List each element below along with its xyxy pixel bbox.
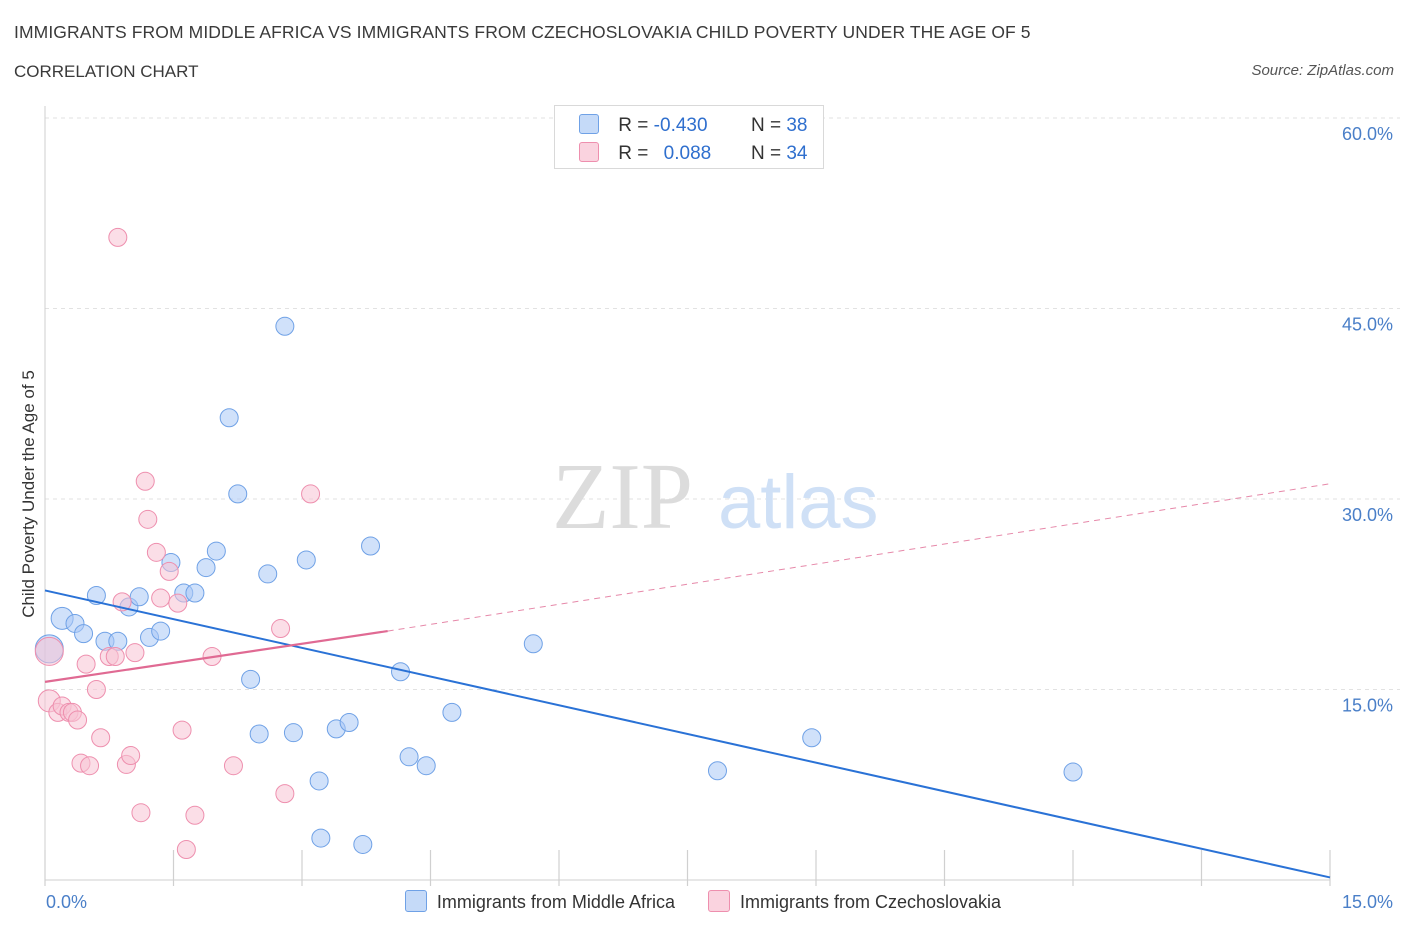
point-middle-africa	[416, 756, 436, 776]
point-middle-africa	[353, 834, 373, 854]
point-czechoslovakia	[86, 680, 106, 699]
point-czechoslovakia	[275, 784, 295, 804]
tick-labels: 15.0% 30.0% 45.0% 60.0% 0.0% 15.0%	[46, 124, 1393, 912]
trend-extension-czechoslovakia	[387, 483, 1331, 632]
point-middle-africa	[185, 583, 205, 603]
stats-row-czechoslovakia: R = 0.088 N = 34	[579, 142, 807, 164]
r-label: R =	[618, 115, 649, 136]
point-middle-africa	[523, 634, 543, 654]
stats-legend: R = -0.430 N = 38 R = 0.088 N = 34	[554, 105, 824, 169]
trend-line-czechoslovakia	[44, 629, 388, 683]
point-czechoslovakia	[68, 710, 88, 730]
data-points	[34, 227, 1083, 860]
point-middle-africa	[258, 564, 278, 584]
x-tick-label: 15.0%	[1342, 892, 1393, 912]
r-label: R =	[618, 143, 649, 164]
y-tick-label: 60.0%	[1342, 124, 1393, 144]
point-czechoslovakia	[271, 619, 291, 639]
point-middle-africa	[707, 761, 727, 781]
y-axis-label: Child Poverty Under the Age of 5	[19, 370, 38, 618]
legend-item-czechoslovakia[interactable]: Immigrants from Czechoslovakia	[707, 890, 1002, 913]
point-czechoslovakia	[108, 227, 128, 247]
point-middle-africa	[275, 316, 295, 336]
point-czechoslovakia	[138, 509, 158, 529]
point-czechoslovakia	[185, 805, 205, 825]
legend-label: Immigrants from Czechoslovakia	[739, 892, 1002, 912]
point-middle-africa	[151, 621, 171, 641]
n-label: N =	[750, 115, 782, 136]
watermark: ZIP atlas	[552, 445, 879, 549]
point-czechoslovakia	[168, 593, 188, 613]
point-czechoslovakia	[105, 646, 125, 666]
trend-line-middle-africa	[44, 589, 1331, 879]
n-label: N =	[750, 143, 782, 164]
point-czechoslovakia	[159, 561, 179, 581]
point-middle-africa	[1063, 762, 1083, 782]
point-czechoslovakia	[121, 746, 141, 766]
point-middle-africa	[74, 624, 94, 644]
r-value: 0.088	[663, 143, 712, 164]
series-swatch	[579, 142, 599, 162]
point-czechoslovakia	[135, 471, 155, 491]
point-czechoslovakia	[91, 728, 111, 748]
point-middle-africa	[311, 828, 331, 848]
x-tick-label: 0.0%	[46, 892, 87, 912]
point-middle-africa	[206, 541, 226, 561]
point-czechoslovakia	[131, 803, 151, 823]
point-middle-africa	[196, 558, 216, 578]
y-tick-label: 30.0%	[1342, 505, 1393, 525]
point-czechoslovakia	[223, 756, 243, 776]
chart-subtitle: CORRELATION CHART	[14, 62, 199, 81]
point-middle-africa	[802, 728, 822, 748]
point-middle-africa	[442, 702, 462, 722]
point-czechoslovakia	[176, 840, 196, 860]
stats-row-middle-africa: R = -0.430 N = 38	[579, 114, 807, 136]
legend-label: Immigrants from Middle Africa	[436, 892, 675, 912]
point-middle-africa	[339, 713, 359, 733]
point-czechoslovakia	[146, 542, 166, 562]
point-middle-africa	[283, 723, 303, 743]
point-middle-africa	[361, 536, 381, 556]
point-czechoslovakia	[172, 720, 192, 740]
point-middle-africa	[399, 747, 419, 767]
series-legend: Immigrants from Middle Africa Immigrants…	[0, 890, 1406, 913]
grid-lines	[45, 117, 1400, 690]
point-czechoslovakia	[80, 756, 100, 776]
chart-title: IMMIGRANTS FROM MIDDLE AFRICA VS IMMIGRA…	[14, 22, 1031, 42]
series-swatch	[579, 114, 599, 134]
n-value: 38	[786, 115, 808, 136]
point-middle-africa	[309, 771, 329, 791]
point-middle-africa	[296, 550, 316, 570]
point-czechoslovakia	[151, 588, 171, 608]
point-czechoslovakia	[125, 643, 145, 663]
point-middle-africa	[219, 408, 239, 428]
source-label: Source: ZipAtlas.com	[1251, 62, 1394, 79]
legend-swatch	[404, 890, 427, 912]
legend-swatch	[707, 890, 730, 912]
watermark-zip: ZIP	[552, 445, 693, 549]
point-czechoslovakia	[76, 654, 96, 674]
n-value: 34	[786, 143, 808, 164]
axes	[44, 106, 1331, 886]
y-tick-label: 45.0%	[1342, 315, 1393, 335]
point-middle-africa	[249, 724, 269, 744]
point-middle-africa	[241, 669, 261, 689]
r-value: -0.430	[653, 115, 708, 136]
y-tick-label: 15.0%	[1342, 696, 1393, 716]
point-czechoslovakia	[34, 636, 64, 666]
trend-lines	[44, 483, 1331, 879]
point-czechoslovakia	[301, 484, 321, 504]
watermark-atlas: atlas	[718, 460, 879, 545]
point-middle-africa	[129, 587, 149, 607]
point-middle-africa	[228, 484, 248, 504]
legend-item-middle-africa[interactable]: Immigrants from Middle Africa	[404, 890, 675, 913]
